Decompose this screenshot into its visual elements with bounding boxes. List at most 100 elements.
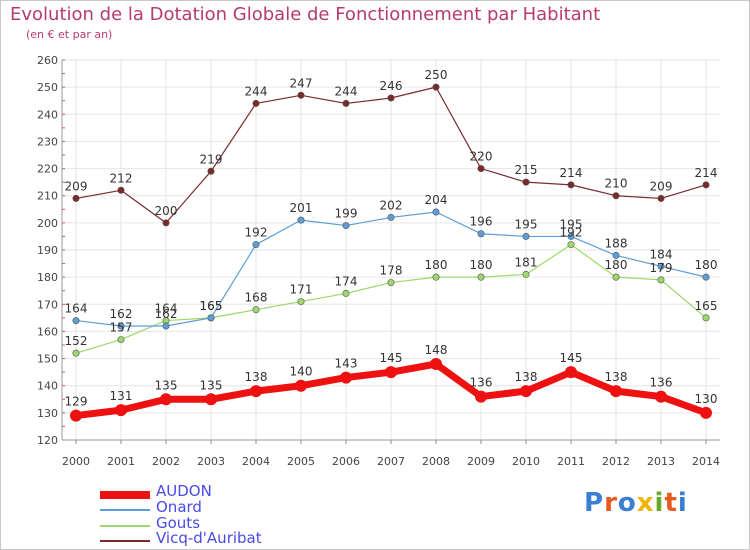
data-point-onard — [72, 317, 80, 325]
data-point-onard — [117, 322, 125, 330]
data-label-vicq-d-auribat: 244 — [335, 84, 358, 98]
legend-swatch-audon — [100, 491, 150, 499]
data-point-vicq-d-auribat — [657, 194, 665, 202]
logo-letter: i — [654, 488, 665, 518]
data-point-onard — [522, 232, 530, 240]
x-tick-label: 2004 — [242, 455, 270, 468]
data-point-vicq-d-auribat — [387, 94, 395, 102]
data-point-gouts — [612, 273, 620, 281]
y-tick-label: 210 — [37, 190, 58, 203]
x-tick-label: 2010 — [512, 455, 540, 468]
data-label-gouts: 165 — [695, 299, 718, 313]
data-point-onard — [657, 262, 665, 270]
y-tick-label: 140 — [37, 380, 58, 393]
data-point-gouts — [477, 273, 485, 281]
y-tick-label: 250 — [37, 81, 58, 94]
logo-letter: t — [664, 488, 678, 518]
data-label-vicq-d-auribat: 200 — [155, 204, 178, 218]
legend-label-audon: AUDON — [156, 482, 212, 500]
data-point-vicq-d-auribat — [567, 181, 575, 189]
data-label-onard: 204 — [425, 193, 448, 207]
data-point-vicq-d-auribat — [117, 186, 125, 194]
x-tick-label: 2007 — [377, 455, 405, 468]
data-label-onard: 162 — [110, 307, 133, 321]
data-label-audon: 129 — [65, 395, 88, 409]
data-label-audon: 136 — [470, 376, 493, 390]
data-point-audon — [520, 385, 532, 398]
data-label-onard: 188 — [605, 236, 628, 250]
data-point-vicq-d-auribat — [252, 99, 260, 107]
data-point-gouts — [702, 314, 710, 322]
data-label-audon: 140 — [290, 365, 313, 379]
data-point-gouts — [297, 298, 305, 306]
data-label-vicq-d-auribat: 220 — [470, 150, 493, 164]
x-tick-label: 2014 — [692, 455, 720, 468]
data-point-onard — [207, 314, 215, 322]
data-label-gouts: 178 — [380, 264, 403, 278]
data-label-onard: 196 — [470, 215, 493, 229]
data-label-vicq-d-auribat: 244 — [245, 84, 268, 98]
data-label-audon: 136 — [650, 376, 673, 390]
data-label-audon: 145 — [560, 351, 583, 365]
data-label-vicq-d-auribat: 250 — [425, 68, 448, 82]
y-tick-label: 120 — [37, 434, 58, 447]
data-point-vicq-d-auribat — [612, 192, 620, 200]
legend-label-gouts: Gouts — [156, 514, 201, 532]
x-tick-label: 2012 — [602, 455, 630, 468]
y-tick-label: 190 — [37, 244, 58, 257]
data-label-vicq-d-auribat: 247 — [290, 76, 313, 90]
data-label-gouts: 192 — [560, 226, 583, 240]
data-label-audon: 130 — [695, 392, 718, 406]
x-tick-label: 2005 — [287, 455, 315, 468]
data-point-audon — [565, 366, 577, 379]
x-tick-label: 2009 — [467, 455, 495, 468]
logo-letter: r — [604, 488, 618, 518]
data-label-gouts: 165 — [200, 299, 223, 313]
data-label-vicq-d-auribat: 214 — [695, 166, 718, 180]
x-tick-label: 2013 — [647, 455, 675, 468]
chart-title: Evolution de la Dotation Globale de Fonc… — [10, 4, 601, 25]
data-point-gouts — [387, 279, 395, 287]
data-point-gouts — [522, 270, 530, 278]
data-label-gouts: 152 — [65, 334, 88, 348]
data-point-gouts — [72, 349, 80, 357]
data-label-onard: 165 — [200, 299, 223, 313]
data-label-gouts: 164 — [155, 302, 178, 316]
data-point-onard — [297, 216, 305, 224]
data-label-audon: 138 — [605, 370, 628, 384]
y-tick-label: 180 — [37, 271, 58, 284]
data-label-onard: 202 — [380, 198, 403, 212]
logo-letter: o — [617, 488, 637, 518]
data-label-onard: 195 — [560, 217, 583, 231]
data-label-gouts: 181 — [515, 255, 538, 269]
data-point-vicq-d-auribat — [162, 219, 170, 227]
y-tick-label: 170 — [37, 298, 58, 311]
data-label-gouts: 180 — [605, 258, 628, 272]
data-point-audon — [295, 379, 307, 392]
data-label-gouts: 157 — [110, 321, 133, 335]
data-label-audon: 135 — [200, 378, 223, 392]
data-label-vicq-d-auribat: 215 — [515, 163, 538, 177]
data-label-audon: 138 — [515, 370, 538, 384]
data-label-vicq-d-auribat: 210 — [605, 177, 628, 191]
data-point-vicq-d-auribat — [297, 91, 305, 99]
data-label-onard: 164 — [65, 302, 88, 316]
data-point-audon — [160, 393, 172, 406]
y-tick-label: 240 — [37, 108, 58, 121]
data-label-gouts: 180 — [425, 258, 448, 272]
data-label-audon: 138 — [245, 370, 268, 384]
data-label-gouts: 168 — [245, 291, 268, 305]
data-label-onard: 180 — [695, 258, 718, 272]
data-point-gouts — [432, 273, 440, 281]
data-point-vicq-d-auribat — [342, 99, 350, 107]
data-point-gouts — [252, 306, 260, 314]
logo-letter: i — [677, 488, 688, 518]
data-label-vicq-d-auribat: 246 — [380, 79, 403, 93]
data-point-audon — [655, 390, 667, 403]
data-point-audon — [700, 406, 712, 419]
legend-swatch-onard — [100, 509, 150, 511]
data-label-vicq-d-auribat: 209 — [650, 179, 673, 193]
data-point-audon — [610, 385, 622, 398]
data-point-audon — [475, 390, 487, 403]
